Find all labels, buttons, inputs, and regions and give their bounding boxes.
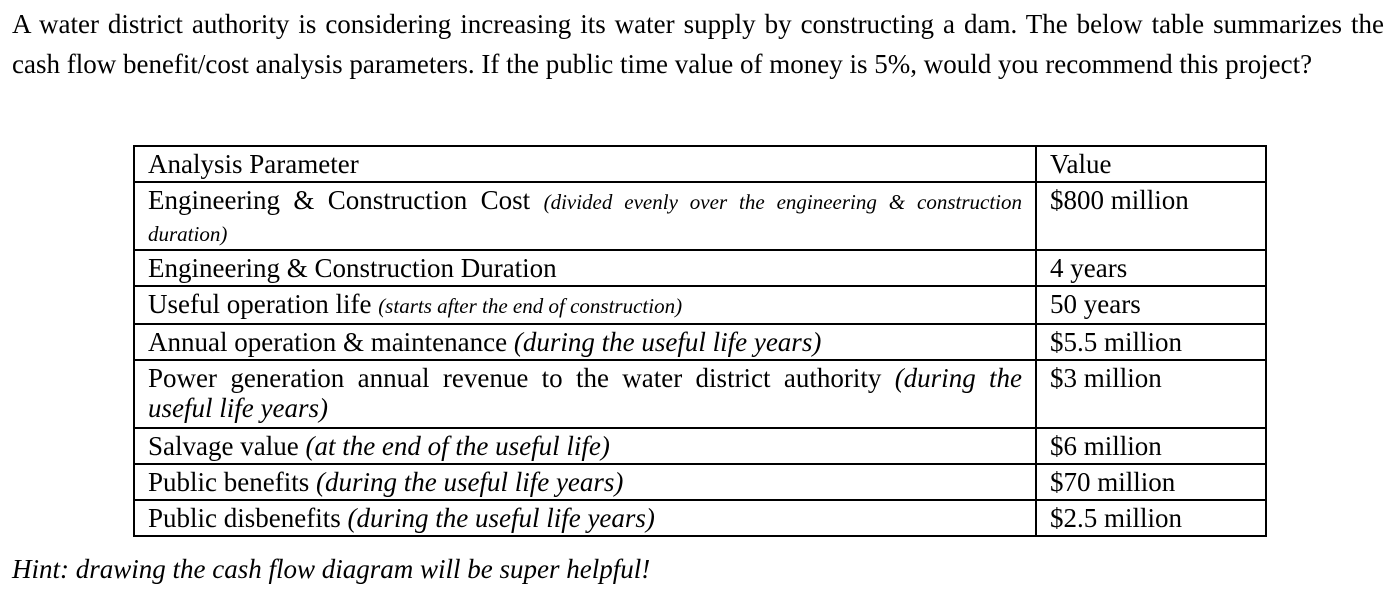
param-cell: Power generation annual revenue to the w…	[133, 359, 1037, 429]
param-note: (at the end of the useful life)	[305, 431, 610, 461]
param-note: (during the useful life years)	[347, 503, 655, 533]
param-cell: Engineering & Construction Cost (divided…	[133, 181, 1037, 251]
param-name: Public disbenefits	[148, 503, 341, 533]
param-note: (during the useful life years)	[513, 327, 822, 357]
param-note: (during the useful life years)	[315, 467, 624, 497]
value-cell: $800 million	[1035, 181, 1267, 251]
value-cell: $6 million	[1035, 427, 1267, 465]
param-cell: Public benefits (during the useful life …	[133, 463, 1037, 501]
param-name: Public benefits	[148, 467, 310, 497]
param-name: Engineering & Construction Duration	[148, 253, 557, 283]
param-name: Engineering & Construction Cost	[148, 185, 531, 215]
param-cell: Public disbenefits (during the useful li…	[133, 499, 1037, 537]
param-cell: Salvage value (at the end of the useful …	[133, 427, 1037, 465]
param-cell: Annual operation & maintenance (during t…	[133, 323, 1037, 361]
table-row: Engineering & Construction Cost (divided…	[133, 181, 1267, 251]
param-cell: Engineering & Construction Duration	[133, 249, 1037, 287]
table-row: Public benefits (during the useful life …	[133, 463, 1267, 501]
param-name: Power generation annual revenue to the w…	[148, 363, 882, 393]
param-name: Salvage value	[148, 431, 299, 461]
param-cell: Useful operation life (starts after the …	[133, 285, 1037, 325]
param-note: (starts after the end of construction)	[378, 294, 683, 318]
value-cell: $3 million	[1035, 359, 1267, 429]
value-cell: 4 years	[1035, 249, 1267, 287]
table-row: Annual operation & maintenance (during t…	[133, 323, 1267, 361]
value-cell: $2.5 million	[1035, 499, 1267, 537]
param-name: Annual operation & maintenance	[148, 327, 508, 357]
param-note: (divided evenly over the engineering & c…	[148, 190, 1022, 246]
question-text: A water district authority is considerin…	[12, 9, 1384, 79]
table-row: Useful operation life (starts after the …	[133, 285, 1267, 325]
value-cell: $70 million	[1035, 463, 1267, 501]
parameters-table: Analysis Parameter Value Engineering & C…	[133, 145, 1267, 537]
param-name: Useful operation life	[148, 289, 372, 319]
table-header-row: Analysis Parameter Value	[133, 145, 1267, 183]
hint-text: Hint: drawing the cash flow diagram will…	[12, 554, 651, 584]
header-value: Value	[1035, 145, 1267, 183]
table-row: Power generation annual revenue to the w…	[133, 359, 1267, 429]
value-cell: $5.5 million	[1035, 323, 1267, 361]
table-row: Engineering & Construction Duration 4 ye…	[133, 249, 1267, 287]
table-row: Public disbenefits (during the useful li…	[133, 499, 1267, 537]
param-note: (during the useful life years)	[148, 363, 1022, 423]
value-cell: 50 years	[1035, 285, 1267, 325]
header-analysis-parameter: Analysis Parameter	[133, 145, 1037, 183]
table-row: Salvage value (at the end of the useful …	[133, 427, 1267, 465]
